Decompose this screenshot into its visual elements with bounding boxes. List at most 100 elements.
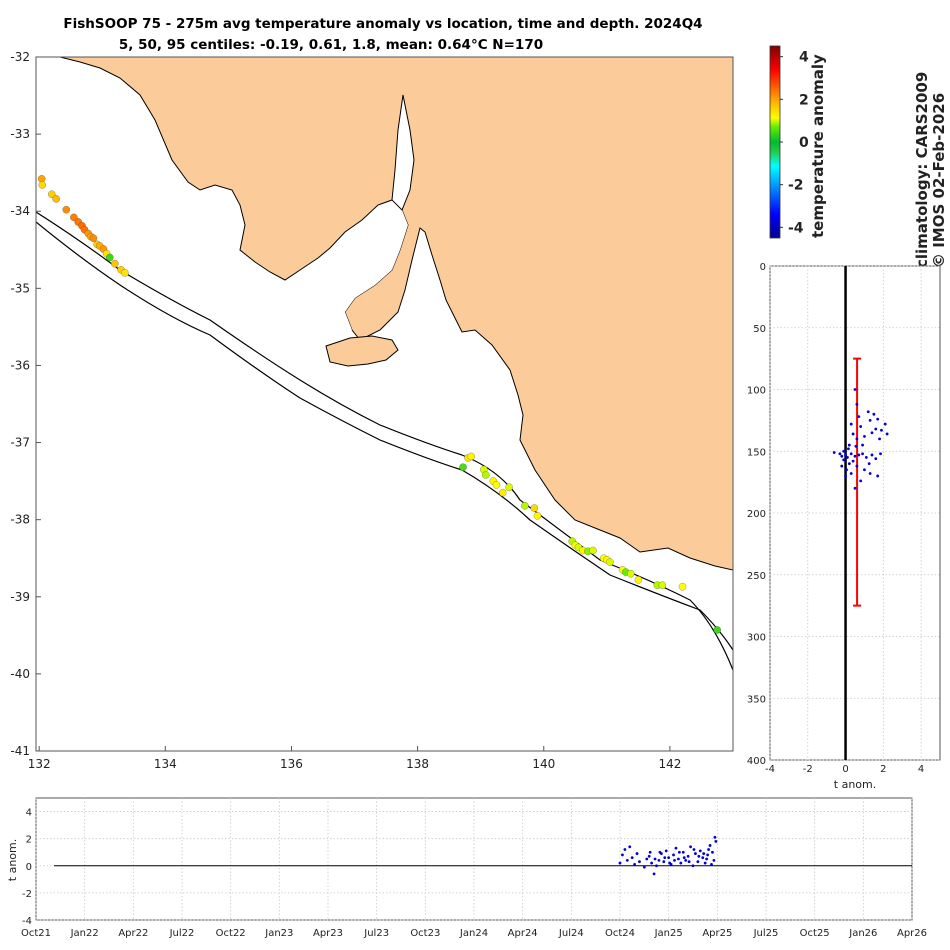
map-point bbox=[713, 626, 721, 634]
depth-ytick-label: 400 bbox=[747, 756, 766, 767]
ts-point bbox=[648, 850, 652, 854]
land-kangaroo-island bbox=[325, 335, 399, 367]
depth-point bbox=[863, 468, 866, 472]
ts-point bbox=[673, 858, 676, 862]
ts-ytick-label: 2 bbox=[26, 835, 32, 846]
time-series-panel: Oct21 Jan22 Apr22 Jul22 Oct22 Jan23 Apr23 Jul23… bbox=[6, 797, 927, 939]
depth-point bbox=[883, 422, 887, 426]
ts-point bbox=[658, 850, 662, 854]
ts-point bbox=[682, 856, 686, 860]
depth-point bbox=[867, 462, 871, 465]
map-ytick-label: -39 bbox=[10, 590, 30, 604]
ts-point bbox=[652, 872, 656, 876]
map-point bbox=[505, 483, 513, 492]
map-ytick-label: -37 bbox=[10, 436, 30, 450]
ts-point bbox=[686, 854, 690, 858]
depth-point bbox=[845, 468, 848, 472]
map-xtick-label: 132 bbox=[28, 757, 51, 771]
ts-point bbox=[712, 858, 716, 862]
ts-point bbox=[674, 846, 678, 850]
colorbar-ticks: 4 2 0 -2 -4 bbox=[780, 50, 809, 236]
ts-point bbox=[692, 848, 696, 851]
chart-subtitle: 5, 50, 95 centiles: -0.19, 0.61, 1.8, me… bbox=[119, 37, 543, 53]
ts-xtick-label: Oct25 bbox=[800, 928, 830, 939]
depth-point bbox=[872, 412, 876, 416]
ts-point bbox=[621, 853, 624, 857]
map-point bbox=[492, 481, 501, 489]
map-xtick-label: 134 bbox=[154, 757, 177, 771]
chart-title: FishSOOP 75 - 275m avg temperature anoma… bbox=[63, 16, 702, 32]
ts-point bbox=[706, 853, 709, 857]
depth-point bbox=[854, 444, 858, 448]
map-point bbox=[678, 583, 687, 591]
ts-point bbox=[691, 864, 695, 868]
depth-ytick-label: 350 bbox=[747, 694, 766, 705]
ts-point bbox=[647, 854, 651, 858]
depth-point bbox=[878, 437, 881, 441]
map-point bbox=[70, 213, 78, 222]
ts-xtick-label: Oct24 bbox=[605, 928, 635, 939]
map-ytick-label: -32 bbox=[10, 50, 30, 64]
ts-xtick-label: Jan25 bbox=[654, 928, 683, 939]
ts-point bbox=[705, 857, 709, 861]
depth-point bbox=[846, 456, 849, 459]
ts-point bbox=[702, 852, 706, 855]
depth-point bbox=[855, 464, 859, 468]
map-point bbox=[530, 504, 539, 512]
ts-point bbox=[662, 860, 666, 864]
depth-point bbox=[853, 388, 857, 391]
time-series-axes: Oct21 Jan22 Apr22 Jul22 Oct22 Jan23 Apr23 Jul23… bbox=[21, 808, 927, 939]
depth-point bbox=[870, 431, 874, 435]
map-xtick-label: 138 bbox=[406, 757, 429, 771]
ts-point bbox=[635, 852, 639, 855]
depth-point bbox=[863, 435, 866, 438]
map-ytick-label: -41 bbox=[10, 744, 30, 758]
depth-ytick-label: 250 bbox=[747, 571, 766, 582]
ts-xtick-label: Jul23 bbox=[363, 928, 389, 939]
ts-xtick-label: Apr25 bbox=[702, 928, 732, 939]
ts-point bbox=[703, 861, 707, 865]
map-point bbox=[467, 452, 475, 461]
ts-xtick-label: Apr24 bbox=[508, 928, 538, 939]
depth-point bbox=[864, 456, 868, 459]
depth-point bbox=[868, 418, 872, 422]
time-series-ylabel: t anom. bbox=[6, 839, 19, 881]
depth-xtick-label: 2 bbox=[880, 764, 886, 775]
ts-point bbox=[668, 861, 672, 865]
ts-point bbox=[672, 853, 675, 857]
map-point bbox=[111, 259, 119, 268]
depth-point bbox=[876, 474, 880, 478]
colorbar-label: temperature anomaly bbox=[809, 54, 827, 238]
depth-profile-points bbox=[832, 388, 889, 490]
map-frame bbox=[35, 56, 734, 752]
depth-point bbox=[849, 452, 853, 456]
ts-point bbox=[713, 835, 717, 839]
depth-point bbox=[840, 464, 844, 468]
ts-xtick-label: Oct22 bbox=[216, 928, 246, 939]
map-ytick-label: -38 bbox=[10, 513, 30, 527]
depth-point bbox=[849, 422, 853, 426]
map-point bbox=[106, 253, 114, 262]
map-point bbox=[589, 546, 597, 555]
map-point bbox=[658, 581, 667, 589]
contour-shelf-outer bbox=[36, 221, 733, 651]
depth-point bbox=[857, 453, 861, 457]
map-point bbox=[52, 195, 60, 203]
depth-xtick-label: 0 bbox=[842, 764, 848, 775]
colorbar-tick-label: -4 bbox=[788, 220, 804, 236]
ts-point bbox=[698, 849, 702, 853]
map-point bbox=[533, 512, 542, 520]
depth-ytick-label: 50 bbox=[753, 324, 766, 335]
ts-point bbox=[653, 857, 657, 861]
depth-point bbox=[859, 425, 863, 428]
map-ytick-label: -36 bbox=[10, 358, 30, 372]
map-xtick-label: 136 bbox=[280, 757, 303, 771]
colorbar-gradient bbox=[769, 45, 781, 239]
depth-ytick-label: 100 bbox=[747, 386, 766, 397]
ts-point bbox=[628, 845, 632, 849]
colorbar-tick-label: 0 bbox=[799, 135, 809, 151]
ts-ytick-label: 0 bbox=[26, 862, 32, 873]
map-point bbox=[634, 576, 643, 584]
ts-point bbox=[710, 863, 713, 866]
